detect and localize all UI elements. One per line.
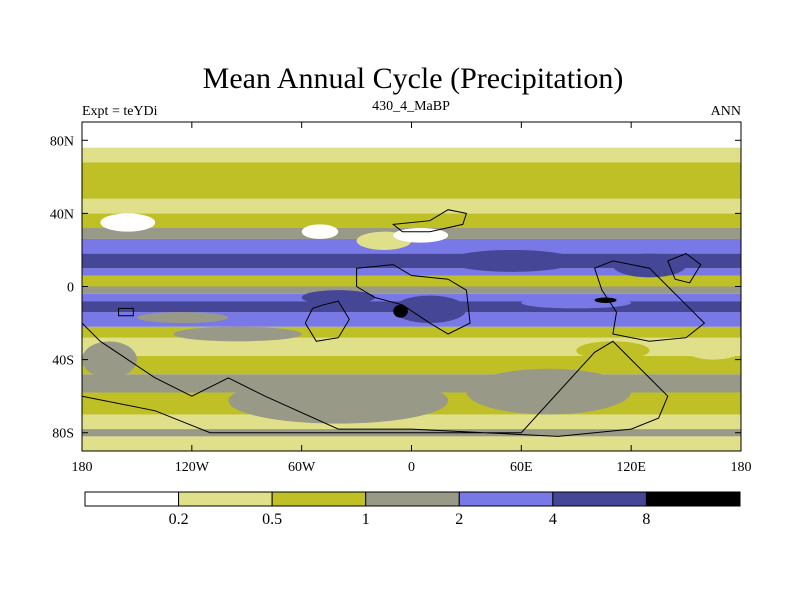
subtitle-left: Expt = teYDi [82,104,158,119]
lat-band-15 [82,238,741,254]
contour-patch-6 [448,249,577,272]
lat-band-7 [82,326,741,338]
contour-patch-2 [173,326,302,342]
subtitle-center: 430_4_MaBP [372,99,450,114]
contour-fill [82,122,741,451]
colorbar-label: 8 [642,511,650,528]
colorbar: 0.2 0.5 1 2 4 8 [84,491,741,528]
landmass-south-america [304,300,350,342]
landmass-north-africa-arabia [391,209,468,233]
x-axis: 180 120W 60W 0 60E 120E 180 [72,122,752,475]
x-tick-label: 180 [72,460,93,475]
colorbar-label: 4 [549,511,557,528]
contour-patch-11 [301,224,339,239]
lat-band-6 [82,337,741,356]
contour-patch-4 [301,290,375,305]
lat-band-0 [82,436,741,451]
colorbar-label: 1 [362,511,370,528]
contour-patch-7 [612,253,687,278]
lat-band-10 [82,293,741,302]
lat-band-13 [82,268,741,276]
colorbar-label: 0.5 [262,511,282,528]
lat-band-2 [82,414,741,430]
colorbar-label: 0.2 [169,511,189,528]
lat-band-11 [82,286,741,294]
contour-patch-10 [100,213,156,232]
contour-patch-12 [393,228,449,243]
contour-patch-0 [82,341,137,378]
lat-band-21 [82,147,741,163]
colorbar-box-5 [552,491,647,507]
colorbar-label: 2 [455,511,463,528]
y-tick-label: 0 [67,281,74,296]
y-tick-label: 80S [52,427,74,442]
colorbar-box-3 [365,491,460,507]
landmass-africa [356,264,471,335]
lat-band-17 [82,213,741,229]
landmass-gondwana-south [82,322,669,437]
x-tick-label: 60W [288,460,316,475]
x-tick-label: 120W [175,460,210,475]
y-tick-label: 80N [50,134,74,149]
lat-band-20 [82,162,741,181]
lat-band-5 [82,355,741,375]
colorbar-box-0 [84,491,180,507]
lat-band-18 [82,198,741,214]
x-tick-label: 60E [510,460,533,475]
landmass-west-island [118,307,134,317]
contour-patch-13 [686,341,741,360]
contour-patch-5 [393,295,467,324]
y-tick-label: 40S [52,354,74,369]
x-tick-label: 120E [616,460,646,475]
x-tick-label: 0 [408,460,415,475]
contour-patch-9 [576,341,650,360]
colorbar-box-6 [645,491,741,507]
chart-title: Mean Annual Cycle (Precipitation) [203,62,624,95]
y-axis: 80N 40N 0 40S 80S [50,134,741,442]
colorbar-box-1 [178,491,273,507]
lat-band-19 [82,180,741,199]
colorbar-box-2 [271,491,367,507]
lat-band-12 [82,275,741,287]
x-tick-label: 180 [731,460,752,475]
contour-patch-14 [136,312,229,324]
lat-band-14 [82,253,741,269]
y-tick-label: 40N [50,207,74,222]
subtitle-right: ANN [711,104,741,119]
continent-outlines [82,209,706,437]
landmass-east-island [667,253,702,284]
contour-patch-17 [594,297,617,303]
landmass-east-block [593,260,706,342]
contour-patch-16 [393,304,408,318]
contour-patch-1 [228,377,449,424]
contour-patch-3 [466,368,632,415]
colorbar-box-4 [458,491,554,507]
